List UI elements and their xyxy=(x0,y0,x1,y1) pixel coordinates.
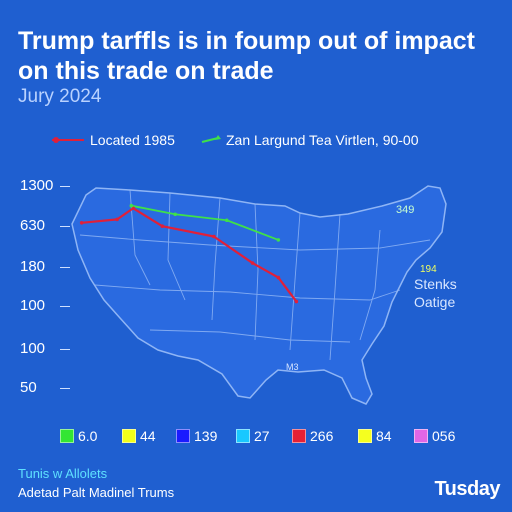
legend-item-green: Zan Largund Tea Virtlen, 90-00 xyxy=(200,132,419,148)
brand-logo: Tusday xyxy=(434,478,500,500)
key-item: 84 xyxy=(358,428,392,444)
y-tick-mark xyxy=(60,226,70,227)
series-point xyxy=(224,218,229,223)
key-swatch xyxy=(176,429,190,443)
y-tick-label: 180 xyxy=(20,258,46,275)
series-point xyxy=(131,206,136,211)
series-point xyxy=(115,217,119,222)
key-swatch xyxy=(236,429,250,443)
key-label: 84 xyxy=(376,428,392,444)
annotation-top-right: 349 xyxy=(396,204,415,216)
key-label: 44 xyxy=(140,428,156,444)
footer-credit: Adetad Palt Madinel Trums xyxy=(18,485,175,500)
key-item: 056 xyxy=(414,428,455,444)
key-swatch xyxy=(358,429,372,443)
key-swatch xyxy=(292,429,306,443)
series-points xyxy=(79,203,299,304)
series-point xyxy=(173,212,177,217)
series-point xyxy=(212,234,216,239)
chart-subtitle: Jury 2024 xyxy=(18,86,102,107)
legend-swatch-red xyxy=(50,133,86,147)
chart-title: Trump tarffls is in foump out of impact … xyxy=(18,27,475,85)
y-tick-label: 50 xyxy=(20,379,37,396)
series-line-green xyxy=(131,204,279,241)
series-point xyxy=(276,238,281,242)
series-point xyxy=(79,221,84,225)
key-swatch xyxy=(122,429,136,443)
key-label: 27 xyxy=(254,428,270,444)
key-item: 27 xyxy=(236,428,270,444)
series-line-red xyxy=(81,207,298,303)
series-point xyxy=(129,203,134,208)
y-tick-mark xyxy=(60,349,70,350)
series-point xyxy=(160,224,165,229)
annotation-right-label-1: Stenks xyxy=(414,276,457,292)
y-tick-label: 100 xyxy=(20,340,46,357)
y-tick-mark xyxy=(60,186,70,187)
key-swatch xyxy=(414,429,428,443)
us-map-outline xyxy=(71,185,447,405)
series-point xyxy=(250,261,255,265)
legend-label-green: Zan Largund Tea Virtlen, 90-00 xyxy=(226,132,419,148)
y-tick-mark xyxy=(60,267,70,268)
series-point xyxy=(276,275,281,280)
legend-swatch-green xyxy=(200,133,222,147)
y-tick-mark xyxy=(60,388,70,389)
key-item: 6.0 xyxy=(60,428,97,444)
state-borders xyxy=(79,189,431,361)
chart-legend: Located 1985 Zan Largund Tea Virtlen, 90… xyxy=(50,132,490,150)
key-label: 266 xyxy=(310,428,334,444)
series-point xyxy=(294,299,299,304)
annotation-right-label-2: Oatige xyxy=(414,294,456,310)
key-item: 266 xyxy=(292,428,333,444)
color-key: 6.0 44 139 27 266 84 056 xyxy=(60,428,500,446)
footer-source: Tunis w Allolets xyxy=(18,466,108,481)
legend-label-red: Located 1985 xyxy=(90,132,175,148)
annotation-right-small: 194 xyxy=(420,264,437,275)
y-tick-mark xyxy=(60,306,70,307)
legend-item-red: Located 1985 xyxy=(50,132,175,148)
key-label: 139 xyxy=(194,428,218,444)
y-tick-label: 100 xyxy=(20,297,46,314)
annotation-bottom-small: M3 xyxy=(286,362,299,372)
y-tick-label: 1300 xyxy=(20,177,54,194)
key-label: 056 xyxy=(432,428,456,444)
key-swatch xyxy=(60,429,74,443)
key-label: 6.0 xyxy=(78,428,98,444)
key-item: 44 xyxy=(122,428,156,444)
key-item: 139 xyxy=(176,428,217,444)
y-tick-label: 630 xyxy=(20,217,46,234)
